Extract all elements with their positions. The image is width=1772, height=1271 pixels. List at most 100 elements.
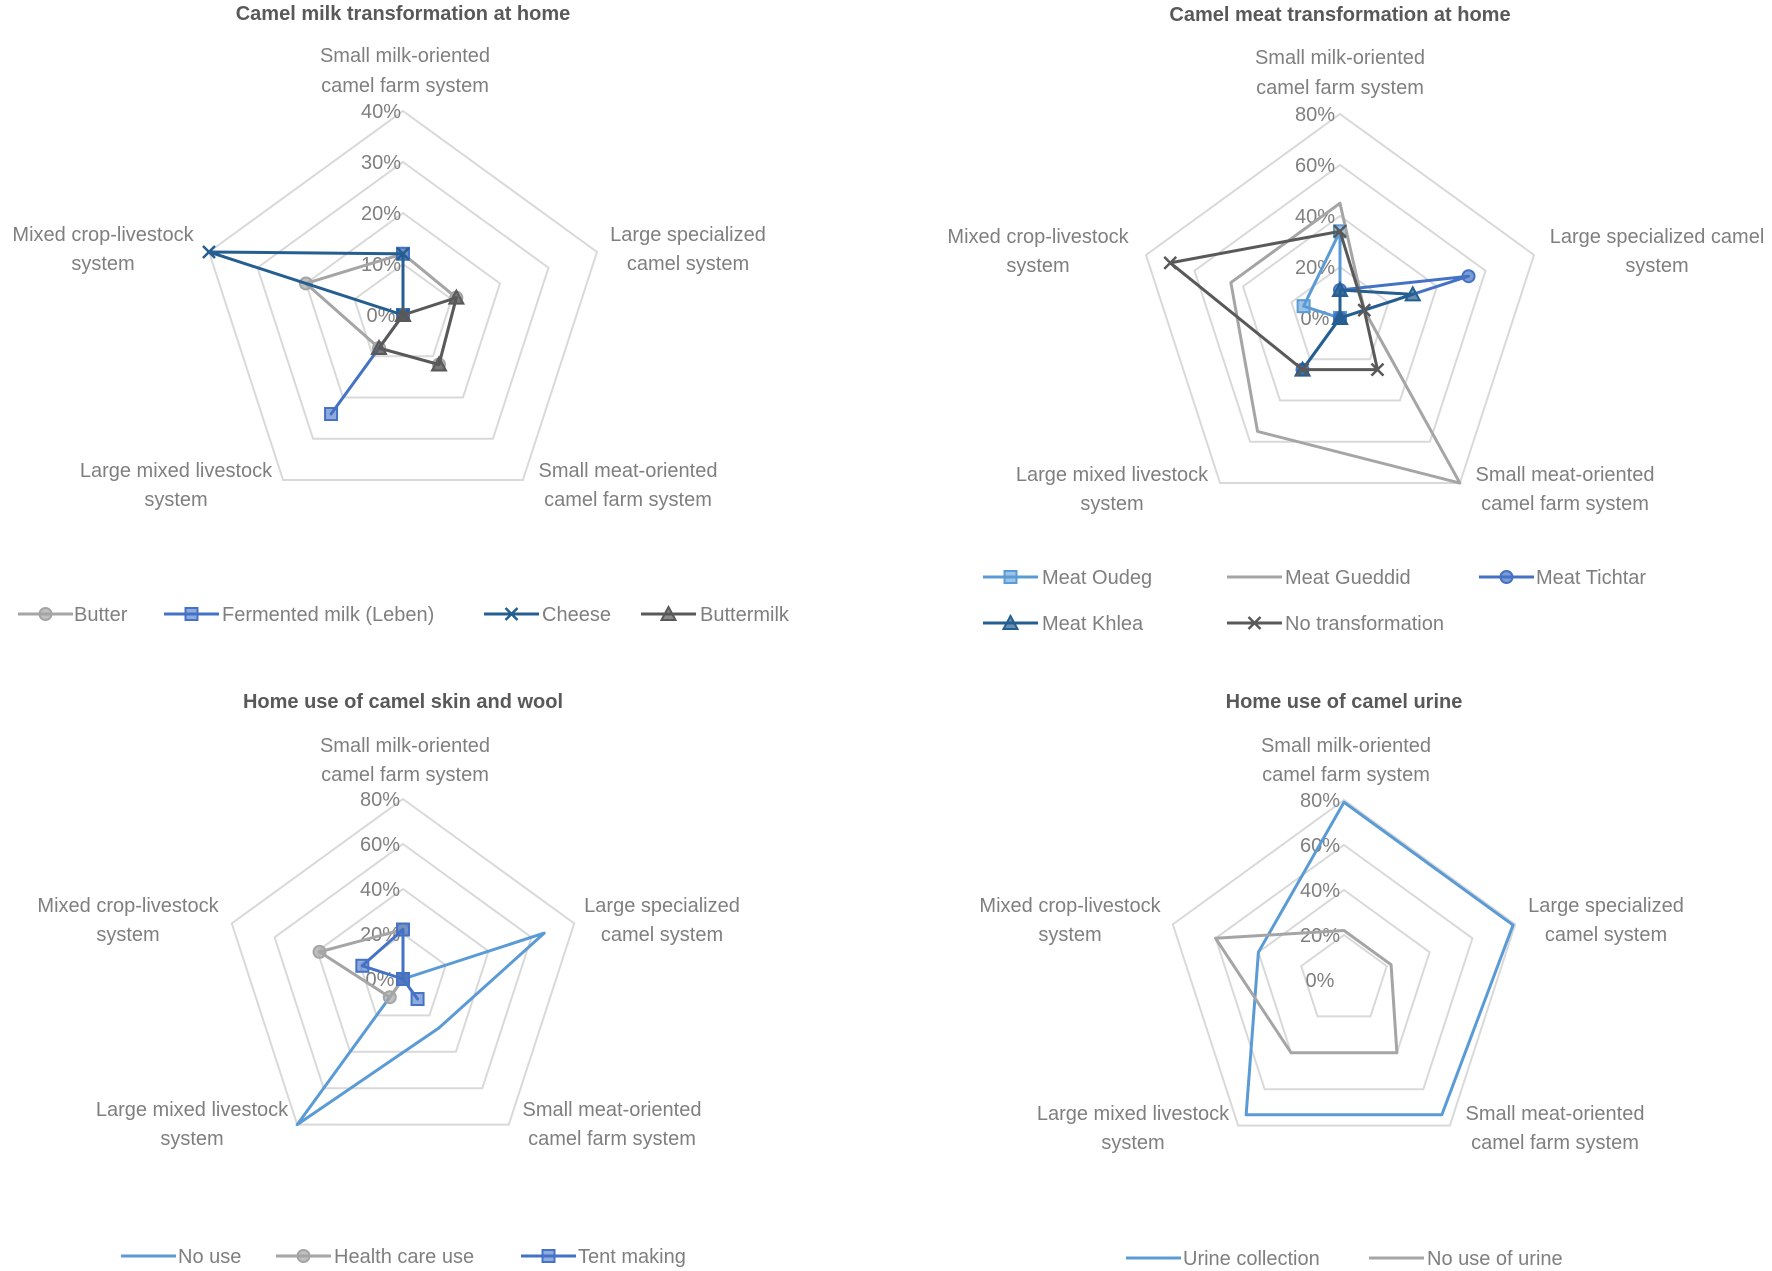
grid-ring [256, 160, 550, 440]
legend-item-tent-making: Tent making [521, 1246, 686, 1268]
legend-marker [296, 1249, 311, 1263]
axis-label-large-specialized-camel-system: Large specialized camel system [584, 895, 740, 946]
tick-label: 80% [1295, 104, 1335, 126]
data-point [1370, 362, 1385, 377]
legend-label: No use [178, 1246, 241, 1268]
grid-ring [304, 211, 502, 399]
legend-marker [659, 604, 678, 621]
legend-marker [1003, 570, 1018, 584]
axis-label-small-milk-oriented-camel-farm-system: Small milk-oriented camel farm system [1261, 735, 1431, 786]
legend-label: Tent making [578, 1246, 686, 1268]
legend-marker [1499, 570, 1514, 584]
legend-item-cheese: Cheese [484, 604, 611, 626]
legend-item-health-care-use: Health care use [276, 1246, 474, 1268]
data-point [1357, 303, 1372, 318]
series-line [1168, 229, 1379, 372]
data-point [312, 944, 327, 959]
grid-ring [1171, 798, 1517, 1127]
legend-label: Fermented milk (Leben) [222, 604, 434, 626]
legend-item-urine-collection: Urine collection [1126, 1248, 1320, 1270]
tick-label: 0% [1306, 970, 1335, 992]
legend-label: No use of urine [1427, 1248, 1563, 1270]
data-point [382, 990, 397, 1005]
legend-item-meat-khlea: Meat Khlea [983, 613, 1144, 635]
axis-label-mixed-crop-livestock-system: Mixed crop-livestock system [37, 895, 219, 946]
data-point [370, 338, 388, 356]
radar-chart-3: Home use of camel skin and wool0%20%40%6… [37, 691, 739, 1268]
data-point [396, 922, 410, 937]
legend-marker [38, 607, 53, 621]
legend-label: Meat Khlea [1042, 613, 1144, 635]
tick-label: 30% [361, 152, 401, 174]
legend-marker [541, 1249, 556, 1263]
legend-item-buttermilk: Buttermilk [641, 604, 790, 626]
chart-title: Home use of camel skin and wool [243, 691, 563, 713]
data-point [396, 246, 410, 261]
axis-label-small-milk-oriented-camel-farm-system: Small milk-oriented camel farm system [320, 735, 490, 786]
legend-label: Health care use [334, 1246, 474, 1268]
axis-label-small-milk-oriented-camel-farm-system: Small milk-oriented camel farm system [320, 45, 490, 97]
series-line [295, 931, 546, 1127]
radar-chart-2: Camel meat transformation at home0%20%40… [947, 4, 1764, 635]
axis-label-large-mixed-livestock-system: Large mixed livestock system [80, 460, 273, 511]
axis-label-mixed-crop-livestock-system: Mixed crop-livestock system [979, 895, 1161, 946]
legend-marker [504, 607, 519, 621]
legend-item-fermented-milk-leben: Fermented milk (Leben) [164, 604, 434, 626]
data-point [1333, 224, 1347, 239]
legend-label: No transformation [1285, 613, 1444, 635]
legend-item-no-use-of-urine: No use of urine [1369, 1248, 1563, 1270]
series-line [329, 252, 405, 416]
tick-label: 40% [1295, 206, 1335, 228]
grid-ring [1144, 112, 1536, 485]
data-point [396, 972, 410, 986]
legend-item-no-transformation: No transformation [1227, 613, 1444, 635]
legend-marker [1001, 613, 1020, 630]
series-urine-collection [1244, 800, 1515, 1117]
tick-label: 60% [1295, 155, 1335, 177]
grid-ring [1214, 843, 1474, 1091]
axis-label-large-mixed-livestock-system: Large mixed livestock system [1016, 464, 1209, 515]
axis-label-small-meat-oriented-camel-farm-system: Small meat-oriented camel farm system [523, 1099, 702, 1150]
data-point [1296, 299, 1311, 314]
axis-label-small-meat-oriented-camel-farm-system: Small meat-oriented camel farm system [539, 460, 718, 511]
legend-label: Meat Oudeg [1042, 567, 1152, 589]
tick-label: 20% [361, 203, 401, 225]
series-line [207, 250, 405, 317]
data-point [410, 992, 425, 1007]
axis-label-large-specialized-camel-system: Large specialized camel system [1550, 226, 1765, 277]
series-no-transformation [1163, 224, 1385, 377]
series-line [1244, 800, 1515, 1117]
data-point [1163, 255, 1178, 270]
grid-ring [1241, 214, 1439, 402]
series-no-use-of-urine [1214, 929, 1399, 1055]
data-point [394, 305, 412, 322]
tick-label: 40% [361, 101, 401, 123]
series-no-use [295, 931, 546, 1127]
radar-chart-1: Camel milk transformation at home0%10%20… [12, 3, 789, 626]
legend-item-no-use: No use [121, 1246, 241, 1268]
legend-item-meat-oudeg: Meat Oudeg [983, 567, 1152, 589]
chart-title: Home use of camel urine [1226, 691, 1463, 713]
data-point [1461, 269, 1476, 284]
series-line [1302, 229, 1342, 320]
axis-label-large-mixed-livestock-system: Large mixed livestock system [1037, 1103, 1230, 1154]
chart-title: Camel milk transformation at home [236, 3, 571, 25]
data-point [1404, 285, 1422, 302]
grid-ring [1300, 933, 1388, 1018]
axis-label-large-specialized-camel-system: Large specialized camel system [610, 224, 766, 275]
chart-title: Camel meat transformation at home [1169, 4, 1510, 26]
legend-item-butter: Butter [18, 604, 128, 626]
series-line [1214, 929, 1399, 1055]
axis-label-small-meat-oriented-camel-farm-system: Small meat-oriented camel farm system [1466, 1103, 1645, 1154]
tick-label: 40% [1300, 880, 1340, 902]
tick-label: 80% [360, 789, 400, 811]
data-point [430, 355, 448, 372]
grid-ring [207, 109, 599, 482]
axis-label-small-milk-oriented-camel-farm-system: Small milk-oriented camel farm system [1255, 47, 1425, 99]
series-tent-making [355, 922, 425, 1007]
axis-label-mixed-crop-livestock-system: Mixed crop-livestock system [12, 224, 194, 275]
data-point [324, 407, 339, 422]
legend-label: Cheese [542, 604, 611, 626]
data-point [355, 958, 370, 973]
